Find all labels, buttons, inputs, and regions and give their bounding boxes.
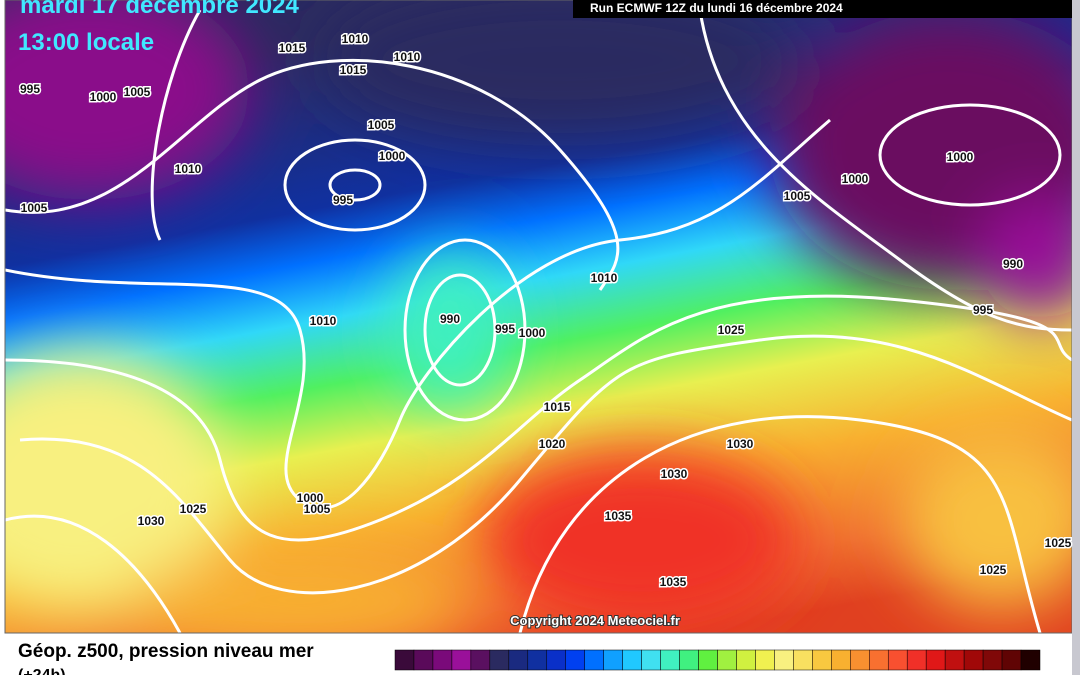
isobar-label: 1005 [21,201,48,215]
isobar-label: 995 [20,82,40,96]
isobar-label: 1000 [842,172,869,186]
isobar-label: 1005 [368,118,395,132]
isobar-label: 995 [495,322,515,336]
legend-swatch [793,649,813,671]
isobar-label: 1035 [605,509,632,523]
legend-swatch [736,649,756,671]
isobar-label: 1025 [1045,536,1072,550]
time: 13:00 locale [18,29,154,56]
legend-swatch [394,649,415,671]
legend-swatch [413,649,434,671]
isobar-label: 1025 [980,563,1007,577]
legend-swatch [1020,649,1041,671]
isobar-label: 1000 [297,491,324,505]
legend-swatch [869,649,889,671]
isobar-label: 1015 [279,41,306,55]
legend-swatch [982,649,1003,671]
legend-swatch [584,649,604,671]
isobar-label: 1030 [661,467,688,481]
legend-swatch [508,649,529,671]
legend-swatch [679,649,699,671]
isobar-label: 1035 [660,575,687,589]
legend-swatch [698,649,718,671]
legend-swatch [603,649,623,671]
isobar-label: 1030 [138,514,165,528]
isobar-label: 1010 [310,314,337,328]
legend-swatch [432,649,453,671]
run-info: Run ECMWF 12Z du lundi 16 décembre 2024 [590,1,843,15]
date: mardi 17 décembre 2024 [20,0,299,19]
legend-swatch [944,649,965,671]
isobar-label: 1005 [784,189,811,203]
isobar-label: 1005 [124,85,151,99]
legend-swatch [755,649,775,671]
map [5,0,1072,633]
copyright: Copyright 2024 Meteociel.fr [510,613,680,628]
isobar-label: 990 [1003,257,1023,271]
isobar-label: 1025 [180,502,207,516]
run-box [573,0,1073,18]
isobar-label: 1015 [544,400,571,414]
legend-title: Géop. z500, pression niveau mer [18,641,314,662]
isobar-label: 995 [973,303,993,317]
legend-swatch [774,649,794,671]
isobar-label: 1000 [947,150,974,164]
isobar-label: 1025 [718,323,745,337]
legend-swatch [546,649,566,671]
legend-swatch [451,649,472,671]
legend-swatch [850,649,870,671]
isobar-label: 1015 [340,63,367,77]
isobar-label: 1005 [304,502,331,516]
isobar-label: 1010 [175,162,202,176]
isobar-label: 1000 [90,90,117,104]
legend-subtitle: (+24h) [18,667,66,675]
legend-swatch [1001,649,1022,671]
isobar-label: 995 [333,193,353,207]
legend-swatch [660,649,680,671]
isobar-label: 1010 [394,50,421,64]
isobar-label: 990 [440,312,460,326]
isobar-label: 1030 [727,437,754,451]
legend-swatch [565,649,585,671]
isobar-label: 1020 [539,437,566,451]
legend-swatch [812,649,832,671]
isobar-label: 1000 [379,149,406,163]
legend-swatch [641,649,661,671]
legend-swatch [470,649,491,671]
legend-swatch [622,649,642,671]
isobar-label: 1010 [342,32,369,46]
isobar-label: 1000 [519,326,546,340]
legend-swatch [527,649,548,671]
legend-swatch [831,649,851,671]
legend-swatch [906,649,927,671]
isobar-label: 1010 [591,271,618,285]
legend-swatch [963,649,984,671]
legend-swatch [717,649,737,671]
legend-swatch [887,649,908,671]
legend-swatch [925,649,946,671]
legend-swatch [489,649,510,671]
